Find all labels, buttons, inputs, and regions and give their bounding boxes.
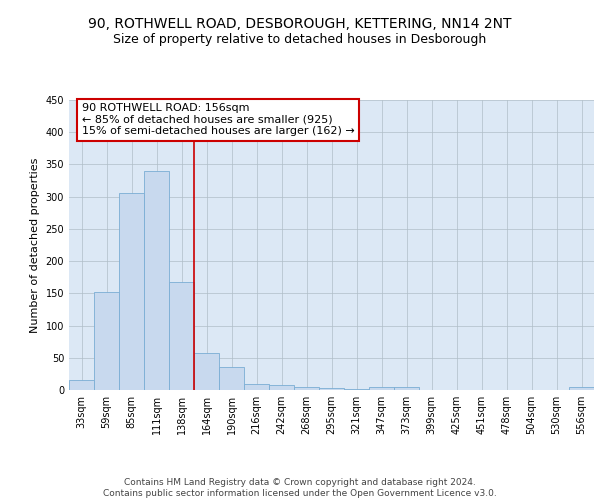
Bar (569, 388, 594, 390)
Bar (294, 387, 319, 390)
Bar (69, 380, 94, 390)
Text: Size of property relative to detached houses in Desborough: Size of property relative to detached ho… (113, 32, 487, 46)
Bar (94, 292, 119, 390)
Text: Contains HM Land Registry data © Crown copyright and database right 2024.
Contai: Contains HM Land Registry data © Crown c… (103, 478, 497, 498)
Text: 90 ROTHWELL ROAD: 156sqm
← 85% of detached houses are smaller (925)
15% of semi-: 90 ROTHWELL ROAD: 156sqm ← 85% of detach… (82, 103, 354, 136)
Bar (194, 354, 219, 390)
Bar (244, 384, 269, 390)
Bar (269, 385, 294, 390)
Text: 90, ROTHWELL ROAD, DESBOROUGH, KETTERING, NN14 2NT: 90, ROTHWELL ROAD, DESBOROUGH, KETTERING… (88, 18, 512, 32)
Bar (144, 171, 169, 390)
Y-axis label: Number of detached properties: Number of detached properties (30, 158, 40, 332)
Bar (319, 388, 344, 390)
Bar (394, 387, 419, 390)
Bar (119, 194, 144, 390)
Bar (169, 282, 194, 390)
Bar (219, 368, 244, 390)
Bar (344, 388, 369, 390)
Bar (369, 387, 394, 390)
